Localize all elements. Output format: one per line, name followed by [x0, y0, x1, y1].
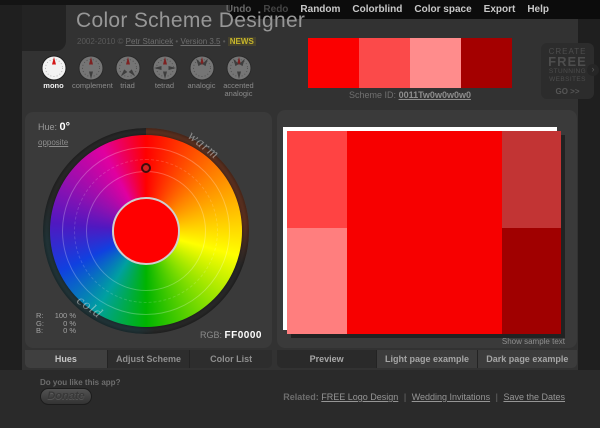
mode-label-tetrad: tetrad [154, 81, 175, 90]
preview-block-dark-red [502, 228, 561, 334]
tab-preview[interactable]: Preview [277, 350, 378, 368]
mode-label-mono: mono [43, 81, 64, 90]
preview-block-light-red [287, 131, 347, 228]
mode-item-complement[interactable]: complement [72, 55, 113, 98]
rgb-hex-label: RGB: [200, 330, 223, 340]
websites-ad-banner[interactable]: CREATE FREE STUNNING WEBSITES GO >> › [541, 43, 599, 99]
scheme-mode-selector: mono complement triad tetrad [35, 55, 257, 98]
hue-value: 0° [59, 121, 71, 133]
chevron-right-icon: › [587, 64, 599, 76]
preview-tabbar: Preview Light page example Dark page exa… [277, 350, 577, 368]
menu-redo[interactable]: Redo [263, 4, 289, 15]
preview-block-main-red [347, 131, 502, 334]
donate-question: Do you like this app? [40, 378, 121, 387]
rgb-percent-readout: R: 100 % G: 0 % B: 0 % [36, 312, 76, 335]
swatch-dark[interactable] [461, 38, 512, 88]
menu-random[interactable]: Random [300, 4, 341, 15]
red-label: R: [36, 311, 44, 320]
menu-color-space[interactable]: Color space [414, 4, 472, 15]
wheel-tabbar: Hues Adjust Scheme Color List [25, 350, 272, 368]
related-separator: | [495, 392, 498, 402]
rgb-hex-readout: RGB: FF0000 [200, 330, 262, 341]
footer: Do you like this app? Donate Related: FR… [0, 370, 600, 428]
ad-line-free: FREE [548, 54, 587, 69]
subtitle-separator: • [222, 37, 226, 46]
preview-right-column [502, 131, 561, 334]
donate-button[interactable]: Donate [40, 388, 92, 405]
mode-item-tetrad[interactable]: tetrad [146, 55, 183, 98]
app-subtitle: 2002-2010 © Petr Stanicek • Version 3.5 … [77, 37, 256, 46]
tab-hues[interactable]: Hues [25, 350, 108, 368]
accented-analogic-dial-icon [226, 55, 251, 81]
mode-item-triad[interactable]: triad [109, 55, 146, 98]
mode-label-triad: triad [120, 81, 135, 90]
related-label: Related: [283, 392, 319, 402]
triad-dial-icon [115, 55, 140, 81]
menu-help[interactable]: Help [527, 4, 549, 15]
mono-dial-icon [41, 55, 66, 81]
preview-page [287, 131, 561, 334]
swatch-pale[interactable] [410, 38, 461, 88]
green-value: 0 % [63, 318, 76, 328]
menu-export[interactable]: Export [483, 4, 516, 15]
mode-item-mono[interactable]: mono [35, 55, 72, 98]
blue-label: B: [36, 326, 44, 335]
analogic-dial-icon [189, 55, 214, 81]
blue-value: 0 % [63, 326, 76, 335]
mode-item-analogic[interactable]: analogic [183, 55, 220, 98]
related-links: Related: FREE Logo Design | Wedding Invi… [283, 392, 565, 402]
rgb-hex-value: FF0000 [224, 330, 262, 341]
related-link-save-the-dates[interactable]: Save the Dates [503, 392, 565, 402]
ad-line-create: CREATE [548, 47, 587, 56]
green-percent-row: G: 0 % [36, 318, 76, 328]
scheme-id-label: Scheme ID: [349, 90, 397, 100]
subtitle-separator: • [175, 37, 179, 46]
opposite-link[interactable]: opposite [38, 138, 69, 147]
mode-label-complement: complement [72, 81, 113, 90]
hue-label: Hue: [38, 122, 58, 132]
scheme-id-link[interactable]: 0011Tw0w0w0w0 [398, 90, 471, 100]
preview-panel: Show sample text [277, 110, 577, 348]
scheme-swatch-row [308, 38, 512, 88]
related-link-wedding-invitations[interactable]: Wedding Invitations [411, 392, 491, 402]
swatch-primary[interactable] [308, 38, 359, 88]
app-title: Color Scheme Designer [76, 9, 306, 32]
ad-go-link[interactable]: GO >> [555, 87, 580, 96]
tab-adjust-scheme[interactable]: Adjust Scheme [107, 350, 191, 368]
preview-left-column [287, 131, 347, 334]
show-sample-text-link[interactable]: Show sample text [501, 337, 565, 346]
mode-label-accented-analogic: accented analogic [223, 81, 254, 98]
ad-line-stunning: STUNNING [548, 68, 587, 75]
corner-notch [22, 5, 66, 51]
red-value: 100 % [54, 311, 76, 320]
selected-color-disc [112, 197, 180, 265]
hue-marker-handle[interactable] [141, 163, 151, 173]
tab-color-list[interactable]: Color List [190, 350, 272, 368]
menu-undo[interactable]: Undo [225, 4, 252, 15]
tetrad-dial-icon [152, 55, 177, 81]
related-link-logo-design[interactable]: FREE Logo Design [321, 392, 399, 402]
related-separator: | [403, 392, 407, 402]
complement-dial-icon [78, 55, 103, 81]
mode-item-accented-analogic[interactable]: accented analogic [220, 55, 257, 98]
version-link[interactable]: Version 3.5 [180, 37, 221, 46]
green-label: G: [36, 318, 44, 328]
swatch-light[interactable] [359, 38, 410, 88]
top-menubar: Undo Redo Random Colorblind Color space … [226, 0, 600, 19]
scheme-id-line: Scheme ID: 0011Tw0w0w0w0 [295, 90, 525, 100]
blue-percent-row: B: 0 % [36, 327, 76, 335]
preview-block-pale-red [287, 228, 347, 334]
mode-label-analogic: analogic [187, 81, 216, 90]
author-link[interactable]: Petr Stanicek [125, 37, 174, 46]
menu-colorblind[interactable]: Colorblind [352, 4, 403, 15]
hue-wheel-panel: Hue: 0° opposite warm cold R: 100 % G: 0… [25, 112, 272, 348]
red-percent-row: R: 100 % [36, 312, 76, 320]
news-link[interactable]: NEWS [227, 37, 256, 46]
tab-dark-page-example[interactable]: Dark page example [477, 350, 577, 368]
ad-line-websites: WEBSITES [549, 75, 586, 83]
copyright-text: 2002-2010 © [77, 37, 124, 46]
hue-readout: Hue: 0° [38, 121, 70, 133]
preview-block-brick-red [502, 131, 561, 228]
tab-light-page-example[interactable]: Light page example [377, 350, 478, 368]
